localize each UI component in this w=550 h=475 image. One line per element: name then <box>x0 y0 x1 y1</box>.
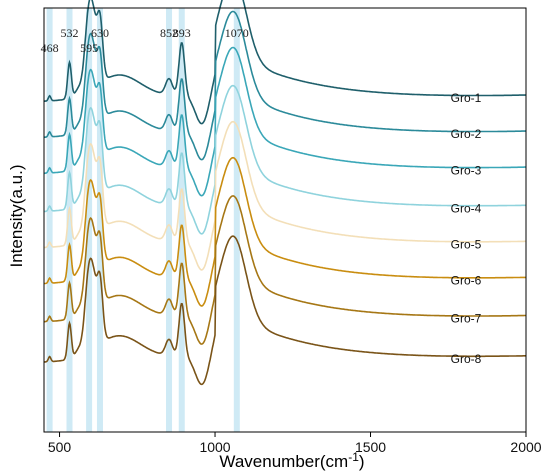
series-line-gro-4 <box>43 84 526 235</box>
peak-label-595: 595 <box>80 41 98 55</box>
highlight-bands <box>46 8 240 432</box>
series-lines <box>43 0 526 386</box>
x-axis-ticks: 500 1000 1500 2000 <box>48 432 542 455</box>
peak-label-852: 852 <box>160 26 178 40</box>
y-axis-title: Intensity(a.u.) <box>7 165 26 268</box>
peak-label-630: 630 <box>91 26 109 40</box>
series-labels: Gro-1 Gro-2 Gro-3 Gro-4 Gro-5 Gro-6 Gro-7 Gro-8 <box>451 91 482 366</box>
band-532 <box>66 8 73 432</box>
peak-label-468: 468 <box>41 41 59 55</box>
series-line-gro-2 <box>43 10 526 161</box>
series-label-gro-6: Gro-6 <box>451 274 482 288</box>
band-852 <box>166 8 173 432</box>
series-line-gro-6 <box>44 156 526 307</box>
peak-label-532: 532 <box>60 26 78 40</box>
x-axis-title: Wavenumber(cm-1) <box>219 450 364 471</box>
series-label-gro-7: Gro-7 <box>451 312 482 326</box>
x-tick-label-1000: 1000 <box>199 439 230 455</box>
band-893 <box>178 8 185 432</box>
plot-frame <box>43 7 527 433</box>
series-label-gro-4: Gro-4 <box>451 201 482 215</box>
x-tick-label-500: 500 <box>48 439 72 455</box>
series-label-gro-3: Gro-3 <box>451 163 482 177</box>
band-1070 <box>233 8 240 432</box>
series-line-gro-1 <box>44 0 526 125</box>
series-label-gro-5: Gro-5 <box>451 237 482 251</box>
peak-label-893: 893 <box>173 26 191 40</box>
series-line-gro-3 <box>44 46 526 197</box>
band-630 <box>96 8 103 432</box>
series-label-gro-2: Gro-2 <box>451 127 482 141</box>
series-line-gro-7 <box>44 195 526 345</box>
peak-label-1070: 1070 <box>225 26 249 40</box>
x-tick-label-2000: 2000 <box>510 439 541 455</box>
series-line-gro-8 <box>43 235 526 386</box>
series-line-gro-5 <box>44 120 526 271</box>
x-tick-label-1500: 1500 <box>355 439 386 455</box>
series-label-gro-8: Gro-8 <box>451 352 482 366</box>
band-468 <box>46 8 53 432</box>
series-label-gro-1: Gro-1 <box>451 91 482 105</box>
